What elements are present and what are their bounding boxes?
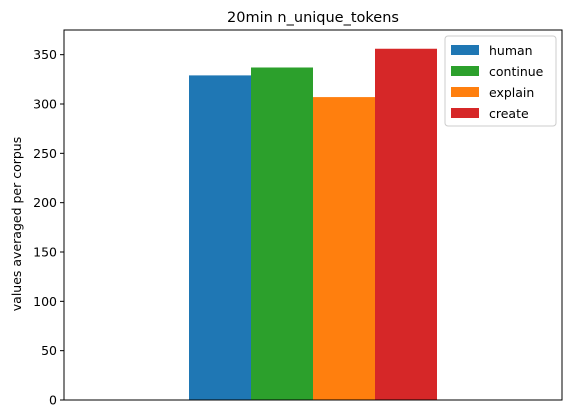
y-tick-label: 300 (33, 97, 57, 112)
legend-label-create: create (489, 106, 529, 121)
bars (189, 48, 437, 401)
legend: human continue explain create (444, 35, 557, 127)
bar-human (189, 75, 251, 401)
legend-label-continue: continue (489, 64, 544, 79)
legend-label-human: human (489, 43, 533, 58)
bar-continue (251, 67, 313, 400)
legend-swatch-continue (451, 66, 479, 76)
legend-box (444, 35, 557, 127)
plot-frame (63, 29, 563, 401)
y-tick-label: 200 (33, 195, 57, 210)
y-tick-label: 250 (33, 146, 57, 161)
y-tick-label: 100 (33, 294, 57, 309)
legend-swatch-explain (451, 87, 479, 97)
bar-create (375, 48, 437, 400)
y-tick-label: 150 (33, 245, 57, 260)
y-tick-label: 50 (41, 343, 57, 358)
chart-title: 20min n_unique_tokens (227, 10, 399, 26)
y-axis-label: values averaged per corpus (9, 137, 24, 311)
y-tick-label: 0 (49, 393, 57, 408)
y-axis: 0 50 100 150 200 250 300 350 (33, 47, 64, 408)
y-tick-label: 350 (33, 47, 57, 62)
legend-label-explain: explain (489, 85, 534, 100)
legend-swatch-human (451, 45, 479, 55)
bar-explain (313, 97, 375, 401)
legend-swatch-create (451, 108, 479, 118)
